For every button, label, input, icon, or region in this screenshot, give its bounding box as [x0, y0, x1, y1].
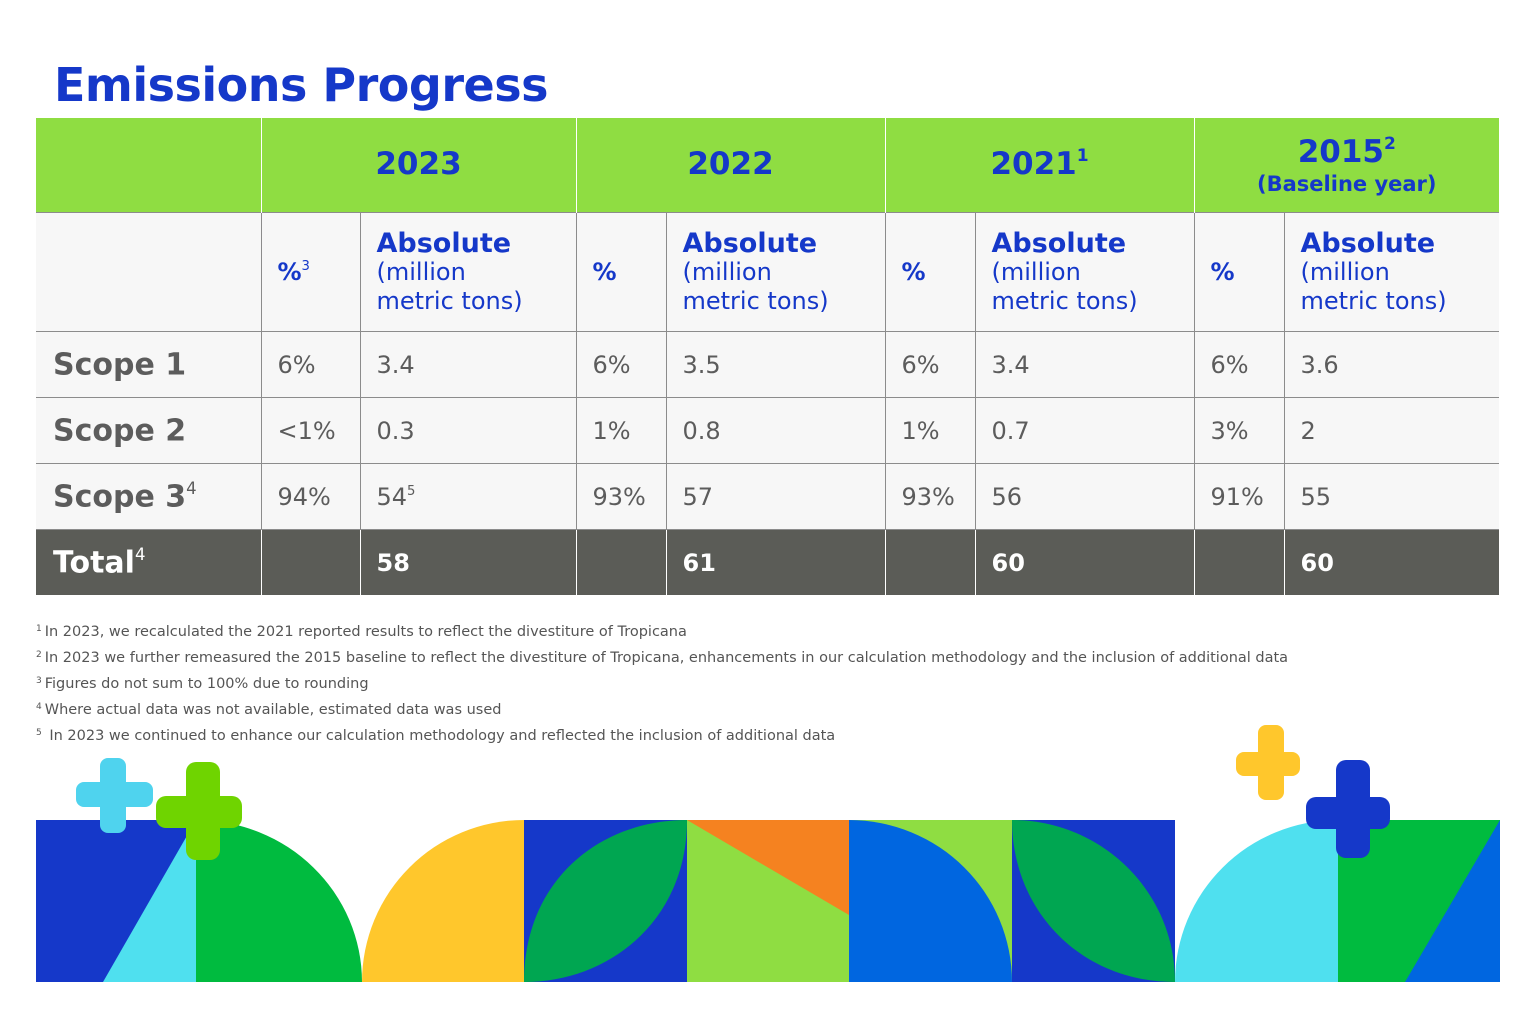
pct-cell: 1%: [884, 397, 976, 464]
pct-header: %: [884, 212, 976, 332]
pct-cell: <1%: [260, 397, 361, 464]
abs-cell: 3.6: [1283, 331, 1500, 398]
pct-cell: 1%: [575, 397, 667, 464]
pct-cell: 93%: [884, 463, 976, 530]
abs-cell: 57: [665, 463, 886, 530]
footnote: 3 Figures do not sum to 100% due to round…: [36, 676, 369, 692]
abs-cell: 55: [1283, 463, 1500, 530]
pct-cell: 93%: [575, 463, 667, 530]
total-value-cell: 61: [665, 529, 886, 595]
abs-cell: 3.4: [359, 331, 577, 398]
total-pct-cell: [884, 529, 976, 595]
total-pct-cell: [260, 529, 361, 595]
pct-cell: 3%: [1193, 397, 1285, 464]
abs-cell: 545: [359, 463, 577, 530]
pct-cell: 91%: [1193, 463, 1285, 530]
absolute-header: Absolute (million metric tons): [974, 212, 1195, 332]
pct-header: %3: [260, 212, 361, 332]
plus-icon: [1306, 760, 1390, 858]
abs-cell: 3.4: [974, 331, 1195, 398]
abs-cell: 0.7: [974, 397, 1195, 464]
abs-cell: 56: [974, 463, 1195, 530]
row-label: Scope 1: [36, 331, 262, 398]
row-label: Scope 2: [36, 397, 262, 464]
total-pct-cell: [1193, 529, 1285, 595]
table-row-scope-3: Scope 34 94% 545 93% 57 93% 56 91% 55: [36, 463, 1500, 530]
table-row-scope-1: Scope 1 6% 3.4 6% 3.5 6% 3.4 6% 3.6: [36, 331, 1500, 398]
table-row-scope-2: Scope 2 <1% 0.3 1% 0.8 1% 0.7 3% 2: [36, 397, 1500, 464]
abs-cell: 3.5: [665, 331, 886, 398]
total-value-cell: 58: [359, 529, 577, 595]
pct-cell: 94%: [260, 463, 361, 530]
pct-cell: 6%: [260, 331, 361, 398]
row-label: Scope 34: [36, 463, 262, 530]
footnotes: 1 In 2023, we recalculated the 2021 repor…: [36, 616, 1496, 746]
year-header-2015: 20152 (Baseline year): [1193, 118, 1500, 213]
plus-icon: [156, 762, 242, 860]
year-header-row: 2023 2022 20211 20152 (Baseline year): [36, 118, 1500, 213]
total-value-cell: 60: [1283, 529, 1500, 595]
footnote: 2 In 2023 we further remeasured the 2015 …: [36, 650, 1289, 666]
table-row-total: Total4 58 61 60 60: [36, 529, 1500, 595]
abs-cell: 0.3: [359, 397, 577, 464]
emissions-table: 2023 2022 20211 20152 (Baseline year) %3 …: [36, 118, 1500, 595]
footnote: 1 In 2023, we recalculated the 2021 repor…: [36, 624, 687, 640]
total-value-cell: 60: [974, 529, 1195, 595]
absolute-header: Absolute (million metric tons): [1283, 212, 1500, 332]
plus-icon: [76, 758, 153, 833]
absolute-header: Absolute (million metric tons): [359, 212, 577, 332]
footnote: 5 In 2023 we continued to enhance our ca…: [36, 728, 836, 744]
subheader-row: %3 Absolute (million metric tons) % Absolu…: [36, 212, 1500, 332]
pct-cell: 6%: [575, 331, 667, 398]
total-pct-cell: [575, 529, 667, 595]
corner-cell: [36, 118, 262, 213]
year-header-2021: 20211: [884, 118, 1195, 213]
total-label: Total4: [36, 529, 262, 595]
plus-icon: [1236, 725, 1300, 800]
footnote: 4 Where actual data was not available, es…: [36, 702, 502, 718]
subheader-blank-cell: [36, 212, 262, 332]
pct-header: %: [575, 212, 667, 332]
abs-cell: 0.8: [665, 397, 886, 464]
pct-cell: 6%: [884, 331, 976, 398]
page-title: Emissions Progress: [54, 58, 548, 112]
absolute-header: Absolute (million metric tons): [665, 212, 886, 332]
year-header-2022: 2022: [575, 118, 886, 213]
pct-cell: 6%: [1193, 331, 1285, 398]
